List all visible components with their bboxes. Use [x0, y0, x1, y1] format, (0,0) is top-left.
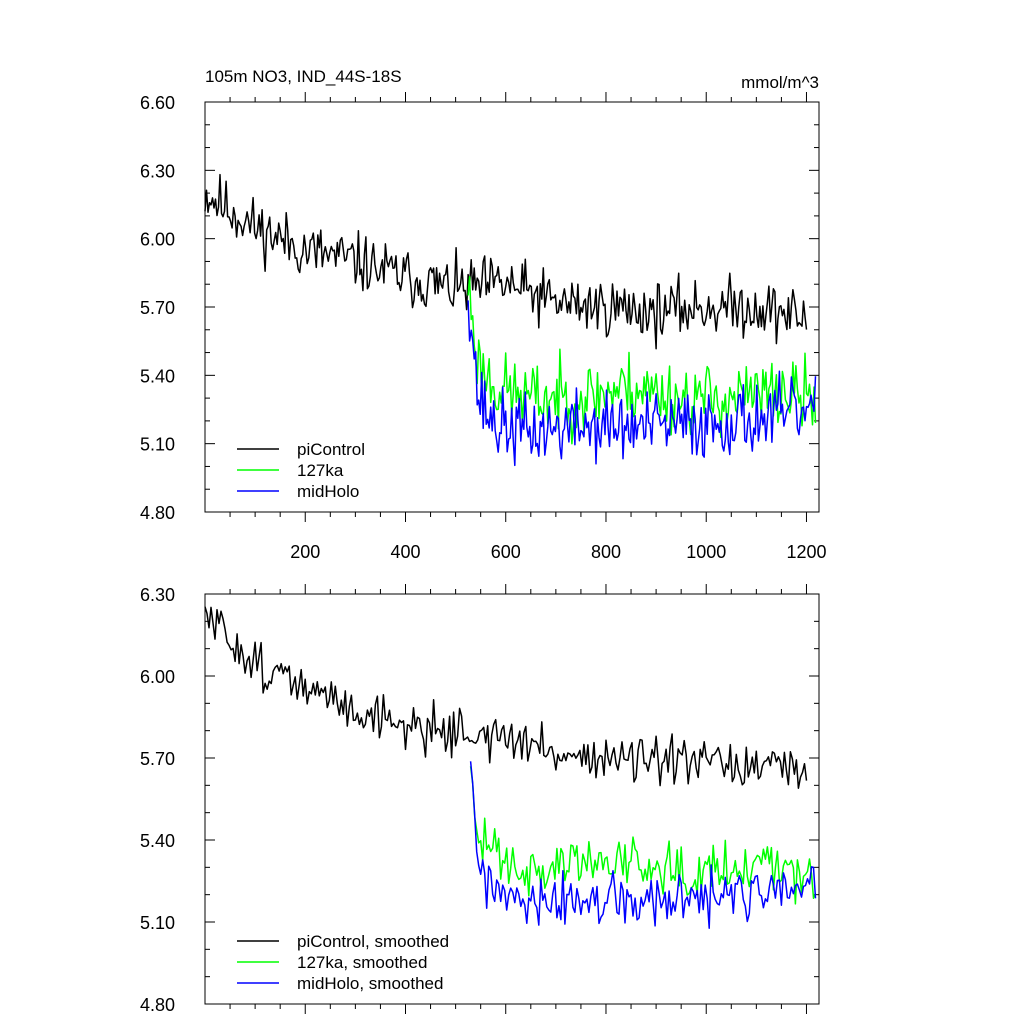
- y-tick-label: 6.30: [140, 585, 175, 605]
- top-series-picontrol: [204, 173, 808, 350]
- top-series-midholo: [467, 300, 817, 467]
- x-tick-label: 1200: [786, 542, 826, 562]
- y-tick-label: 4.80: [140, 995, 175, 1015]
- x-tick-label: 200: [290, 542, 320, 562]
- legend-label-midholo-smoothed: midHolo, smoothed: [297, 974, 443, 993]
- bottom-panel: 4.80 5.10 5.40 5.70 6.00 6.30 piControl, smoo…: [140, 584, 820, 1015]
- bottom-axes: 4.80 5.10 5.40 5.70 6.00 6.30: [140, 584, 819, 1015]
- legend-label-127ka: 127ka: [297, 461, 344, 480]
- y-tick-label: 6.30: [140, 161, 175, 181]
- bottom-series-picontrol-smoothed: [204, 606, 808, 789]
- bottom-series-127ka-smoothed: [469, 766, 817, 905]
- y-tick-label: 5.70: [140, 298, 175, 318]
- x-tick-label: 400: [390, 542, 420, 562]
- top-series-group: [204, 173, 817, 467]
- bottom-series-midholo-smoothed: [469, 761, 817, 929]
- top-legend: piControl 127ka midHolo: [237, 440, 365, 501]
- y-tick-label: 5.40: [140, 831, 175, 851]
- y-tick-label: 6.00: [140, 230, 175, 250]
- legend-label-picontrol: piControl: [297, 440, 365, 459]
- top-series-127ka: [467, 276, 817, 445]
- y-tick-label: 5.40: [140, 366, 175, 386]
- top-axes: 4.80 5.10 5.40 5.70 6.00 6.30 6.60 200 400 600 800…: [140, 92, 826, 562]
- y-tick-label: 5.10: [140, 913, 175, 933]
- y-tick-label: 6.00: [140, 667, 175, 687]
- top-panel: 105m NO3, IND_44S-18S mmol/m^3 4.80 5.10 5…: [140, 67, 827, 562]
- bottom-plot-frame: [204, 593, 820, 1005]
- x-tick-label: 1000: [686, 542, 726, 562]
- x-tick-label: 600: [491, 542, 521, 562]
- bottom-legend: piControl, smoothed 127ka, smoothed midH…: [237, 932, 449, 993]
- legend-label-picontrol-smoothed: piControl, smoothed: [297, 932, 449, 951]
- y-tick-label: 4.80: [140, 503, 175, 523]
- y-tick-label: 5.10: [140, 435, 175, 455]
- top-chart-title: 105m NO3, IND_44S-18S: [205, 67, 402, 86]
- y-tick-label: 5.70: [140, 749, 175, 769]
- legend-label-127ka-smoothed: 127ka, smoothed: [297, 953, 427, 972]
- x-tick-label: 800: [591, 542, 621, 562]
- top-chart-units: mmol/m^3: [741, 73, 819, 92]
- bottom-series-group: [204, 606, 817, 929]
- legend-label-midholo: midHolo: [297, 482, 359, 501]
- y-tick-label: 6.60: [140, 93, 175, 113]
